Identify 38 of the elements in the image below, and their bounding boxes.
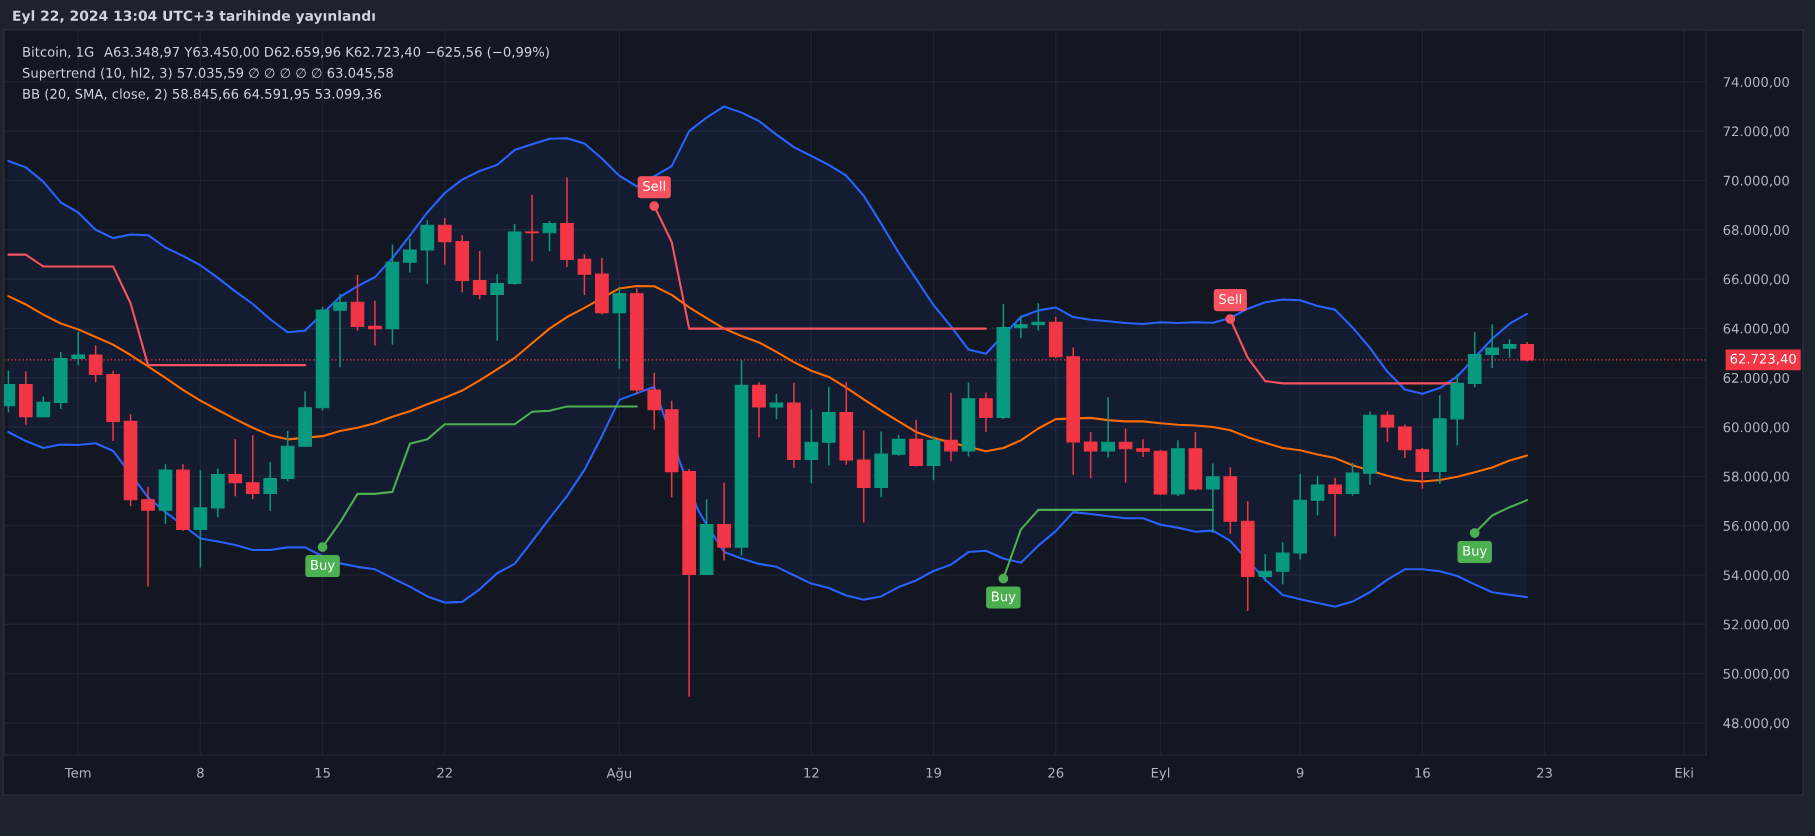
y-tick-label: 70.000,00 bbox=[1723, 175, 1789, 187]
x-tick-label: Ağu bbox=[606, 767, 632, 781]
x-tick-label: 9 bbox=[1296, 767, 1304, 778]
annotation: Sell bbox=[643, 180, 665, 192]
y-tick-label: 54.000,00 bbox=[1723, 570, 1789, 582]
x-tick-label: 12 bbox=[804, 767, 819, 778]
annotation: Buy bbox=[992, 591, 1016, 604]
annotation: Supertrend (10, hl2, 3) 57.035,59 ∅ ∅ ∅ ∅ ∅ 63.045,58 bbox=[22, 67, 393, 81]
y-tick-label: 68.000,00 bbox=[1723, 224, 1789, 237]
annotation: BB (20, SMA, close, 2) 58.845,66 64.591,95 53.099,36 bbox=[23, 88, 381, 101]
x-tick-label: 23 bbox=[1537, 767, 1552, 778]
x-tick-label: 15 bbox=[315, 767, 330, 778]
text: Eyl 22, 2024 13:04 UTC+3 tarihinde yayınlandı bbox=[13, 10, 375, 24]
y-tick-label: 58.000,00 bbox=[1723, 471, 1789, 483]
x-tick-label: 8 bbox=[197, 767, 204, 778]
y-tick-label: 64.000,00 bbox=[1723, 323, 1789, 335]
y-tick-label: 50.000,00 bbox=[1723, 668, 1789, 681]
y-tick-label: 52.000,00 bbox=[1723, 619, 1789, 631]
y-tick-label: 48.000,00 bbox=[1723, 718, 1789, 730]
x-tick-label: 26 bbox=[1048, 767, 1064, 778]
annotation: Sell bbox=[1219, 293, 1241, 304]
x-tick-label: 22 bbox=[437, 767, 452, 778]
x-tick-label: Tem bbox=[64, 767, 91, 778]
text: Bitcoin, 1G bbox=[23, 46, 94, 59]
x-tick-label: 16 bbox=[1415, 767, 1430, 778]
y-tick-label: 62.000,00 bbox=[1723, 372, 1789, 385]
ref-line-label: 62.723,40 bbox=[1730, 353, 1796, 366]
x-tick-label: Eyl bbox=[1151, 767, 1170, 781]
x-tick-label: Eki bbox=[1675, 767, 1693, 778]
y-tick-label: 66.000,00 bbox=[1723, 274, 1789, 286]
annotation: Buy bbox=[311, 560, 335, 573]
y-tick-label: 60.000,00 bbox=[1723, 422, 1789, 434]
annotation: A63.348,97 Y63.450,00 D62.659,96 K62.723,40 −625,56 (−0,99%) bbox=[104, 46, 549, 59]
annotation: Buy bbox=[1463, 545, 1487, 559]
y-tick-label: 74.000,00 bbox=[1723, 77, 1789, 89]
x-tick-label: 19 bbox=[926, 767, 942, 778]
y-tick-label: 56.000,00 bbox=[1723, 520, 1789, 533]
y-tick-label: 72.000,00 bbox=[1723, 126, 1789, 138]
